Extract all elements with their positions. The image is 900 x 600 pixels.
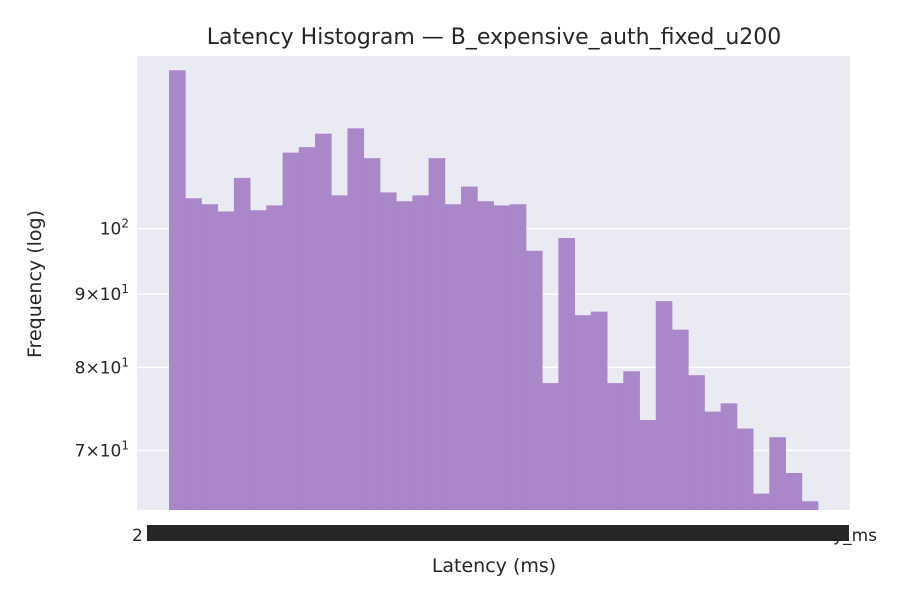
- histogram-bar: [493, 205, 511, 510]
- histogram-bar: [590, 311, 608, 510]
- histogram-bar: [801, 501, 819, 510]
- histogram-bar: [396, 201, 413, 510]
- histogram-bar: [525, 250, 543, 511]
- histogram-bar: [607, 383, 624, 510]
- histogram-bar: [250, 210, 267, 511]
- histogram-bar: [461, 186, 478, 510]
- histogram-bar: [509, 204, 527, 510]
- histogram-bar: [558, 238, 576, 510]
- histogram-bar: [785, 472, 803, 510]
- histogram-bar: [704, 411, 722, 510]
- histogram-bar: [185, 198, 202, 510]
- histogram-bar: [671, 329, 689, 510]
- histogram-bar: [201, 204, 219, 510]
- histogram-bar: [574, 315, 592, 510]
- histogram-bar: [315, 133, 332, 510]
- y-axis-label: Frequency (log): [24, 210, 46, 358]
- histogram-bar: [298, 147, 316, 510]
- histogram-bar: [428, 158, 446, 510]
- y-tick-label: 7×101: [75, 438, 129, 461]
- histogram-bar: [282, 152, 300, 510]
- histogram-bar: [542, 383, 559, 510]
- histogram-bar: [769, 437, 786, 510]
- histogram-bar: [412, 195, 429, 510]
- histogram-bar: [736, 428, 754, 510]
- histogram-bar: [266, 205, 283, 510]
- histogram-bar: [233, 177, 251, 510]
- y-axis-ticks: 7×101 8×101 9×101 102: [75, 217, 129, 462]
- x-axis-ticks: 2 y_ms: [132, 525, 877, 546]
- y-tick-label: 102: [100, 217, 129, 240]
- x-axis-label: Latency (ms): [432, 555, 556, 577]
- histogram-bar: [363, 158, 381, 510]
- chart-title: Latency Histogram — B_expensive_auth_fix…: [207, 25, 782, 50]
- histogram-bar: [444, 204, 462, 510]
- histogram-bar: [347, 128, 365, 510]
- histogram-bar: [379, 192, 397, 510]
- x-tick-label-first: 2: [132, 526, 143, 546]
- histogram-bar: [623, 371, 640, 510]
- histogram-bar: [477, 201, 494, 510]
- y-tick-label: 8×101: [75, 355, 129, 378]
- histogram-bar: [331, 195, 348, 510]
- histogram-bar: [217, 211, 235, 510]
- histogram-bar: [655, 301, 673, 510]
- histogram-bar: [639, 420, 657, 510]
- histogram-bar: [169, 70, 186, 511]
- histogram-bars: [169, 70, 819, 511]
- histogram-bar: [688, 375, 705, 510]
- x-tick-labels-overlap: [147, 525, 849, 541]
- histogram-bar: [753, 493, 770, 510]
- x-tick-label-last: y_ms: [833, 526, 877, 546]
- histogram-bar: [720, 403, 738, 510]
- y-tick-label: 9×101: [75, 282, 129, 305]
